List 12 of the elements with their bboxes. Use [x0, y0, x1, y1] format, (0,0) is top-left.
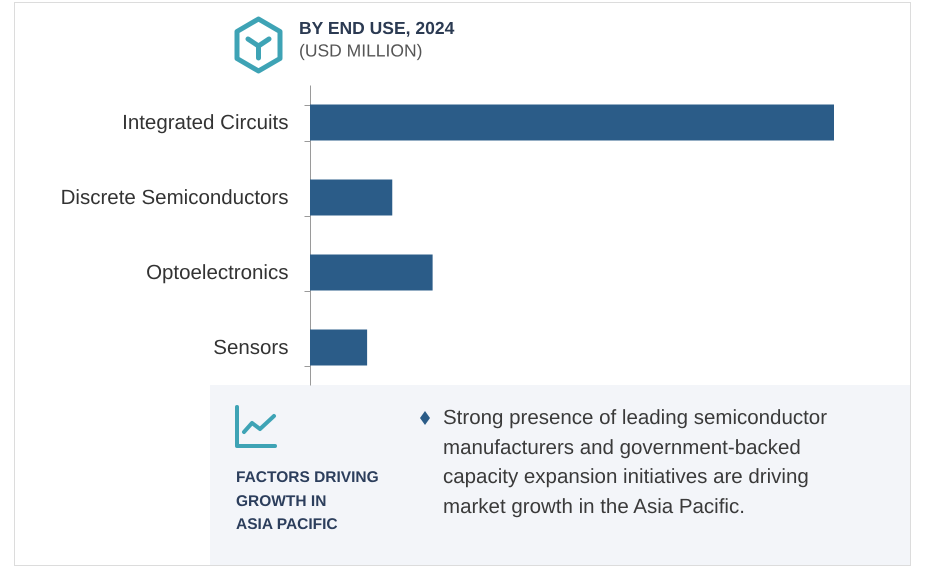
- text: FACTORS DRIVING GROWTH IN ASIA PACIFIC: [236, 468, 380, 535]
- bar: [310, 180, 392, 216]
- bar: [310, 330, 368, 366]
- chart-subtitle: (USD MILLION): [299, 40, 422, 60]
- y-tick-label: Sensors: [213, 336, 288, 359]
- text: Strong presence of leading semiconductor manufacturers and government-backed capacity expansion initiatives are driving market growth in the Asia Pacific.: [443, 405, 828, 520]
- y-tick-label: Optoelectronics: [146, 261, 288, 284]
- bar: [310, 254, 433, 290]
- chart-title: BY END USE, 2024: [299, 18, 455, 38]
- y-tick-label: Integrated Circuits: [122, 111, 288, 134]
- bar: [310, 104, 834, 140]
- y-tick-label: Discrete Semiconductors: [60, 186, 288, 209]
